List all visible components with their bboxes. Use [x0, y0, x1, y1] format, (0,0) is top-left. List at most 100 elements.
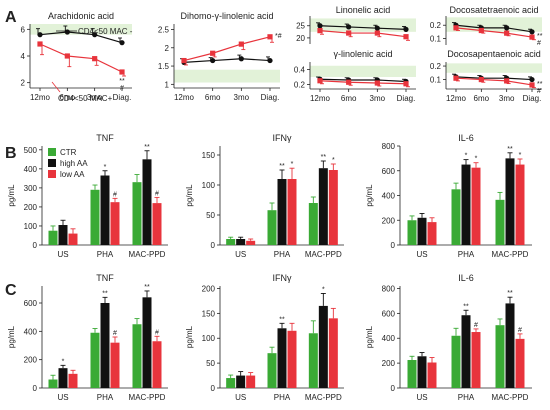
x-tick-label: US [57, 250, 68, 259]
x-tick-label: PHA [458, 393, 475, 402]
series-line-mac-pos [319, 80, 407, 85]
bar [427, 222, 437, 245]
bar [267, 353, 277, 388]
significance-mark: # [518, 327, 522, 334]
y-tick-label: 800 [382, 142, 396, 151]
x-tick-label: US [57, 393, 68, 402]
chart-title: Docosapentaenoic acid [447, 49, 541, 59]
data-point [403, 81, 409, 87]
bar [58, 368, 68, 388]
x-tick-label: 3mo [370, 94, 386, 103]
x-tick-label: MAC-PPD [129, 393, 166, 402]
bar [417, 217, 427, 245]
bar [277, 179, 287, 245]
data-point [478, 76, 484, 83]
bar [515, 164, 525, 245]
legend-swatch [48, 148, 56, 156]
data-point [346, 24, 352, 30]
chart-c3: IL-6 0 200 400 600 800 pg/mL US PHA MAC-PPD ** # ** # [365, 273, 532, 402]
bar [308, 333, 318, 388]
x-tick-label: 3mo [499, 94, 515, 103]
chart-a4: γ-linolenic acid 0.2 0.4 12mo 6mo 3mo Diag. [294, 49, 416, 103]
bar [236, 239, 246, 245]
x-tick-label: MAC-PPD [492, 393, 529, 402]
y-tick-label: 0 [211, 384, 216, 393]
y-tick-label: 2 [165, 44, 170, 53]
chart-title: Linonelic acid [336, 5, 391, 15]
data-point [346, 79, 352, 85]
data-point [529, 82, 535, 88]
y-tick-label: 150 [202, 309, 216, 318]
bar [515, 338, 525, 388]
x-tick-label: US [416, 250, 427, 259]
x-tick-label: PHA [97, 250, 114, 259]
data-point [374, 80, 380, 86]
significance-mark: ** [144, 284, 150, 291]
y-tick-label: 50 [206, 359, 215, 368]
legend-swatch [48, 170, 56, 178]
chart-title: Dihomo-γ-linolenic acid [180, 11, 273, 21]
y-tick-label: 0.4 [294, 66, 306, 75]
chart-a5: Docosatetraenoic acid 0.1 0.2 **# [430, 5, 543, 47]
data-point [210, 50, 216, 56]
significance-mark: # [120, 85, 124, 92]
series-line-mac-pos [183, 36, 271, 62]
bar [461, 315, 471, 388]
data-point [346, 30, 352, 36]
significance-mark: ** [537, 33, 543, 40]
bar [152, 203, 162, 245]
bar [417, 356, 427, 388]
data-point [317, 78, 323, 84]
y-tick-label: 6 [21, 25, 26, 34]
data-point [210, 57, 216, 64]
data-point [529, 34, 535, 40]
x-tick-label: Diag. [397, 94, 416, 103]
bar [142, 159, 152, 245]
x-tick-label: Diag. [523, 94, 542, 103]
x-tick-label: 3mo [87, 93, 103, 102]
significance-mark: * [519, 152, 522, 159]
x-tick-label: 12mo [446, 94, 467, 103]
y-tick-label: 1 [165, 80, 170, 89]
bar [68, 233, 78, 245]
panel-label-c: C [5, 282, 17, 299]
y-tick-label: 2.5 [158, 25, 170, 34]
data-point [504, 25, 510, 31]
y-tick-label: 400 [24, 165, 38, 174]
bar [110, 202, 120, 245]
significance-mark: ** [537, 81, 543, 88]
data-point [478, 27, 484, 34]
legend: CTR high AA low AA [48, 148, 88, 179]
y-tick-label: 100 [202, 181, 216, 190]
y-tick-label: 150 [202, 151, 216, 160]
bar [427, 362, 437, 388]
bar [318, 168, 328, 245]
significance-mark: ** [102, 290, 108, 297]
y-tick-label: 0 [211, 241, 216, 250]
normal-range-band [310, 18, 416, 32]
series-line-mac-pos [319, 30, 407, 38]
y-tick-label: 0 [33, 241, 38, 250]
data-point [529, 29, 535, 35]
chart-title: TNF [96, 133, 114, 143]
significance-mark: ** [321, 154, 327, 161]
data-point [374, 25, 380, 31]
panel-label-b: B [5, 145, 17, 162]
bar [461, 164, 471, 245]
significance-mark: # [474, 322, 478, 329]
y-tick-label: 0.2 [294, 81, 306, 90]
significance-mark: * [475, 156, 478, 163]
data-point [37, 32, 43, 38]
chart-a3: Linonelic acid 20 25 [296, 5, 416, 44]
bar [48, 230, 58, 245]
bar [328, 170, 338, 245]
chart-title: Arachidonic acid [48, 11, 114, 21]
data-point [92, 32, 98, 38]
data-point [92, 56, 98, 62]
y-tick-label: 0 [33, 384, 38, 393]
significance-mark: # [537, 40, 541, 47]
significance-mark: * [104, 164, 107, 171]
bar [100, 175, 110, 245]
